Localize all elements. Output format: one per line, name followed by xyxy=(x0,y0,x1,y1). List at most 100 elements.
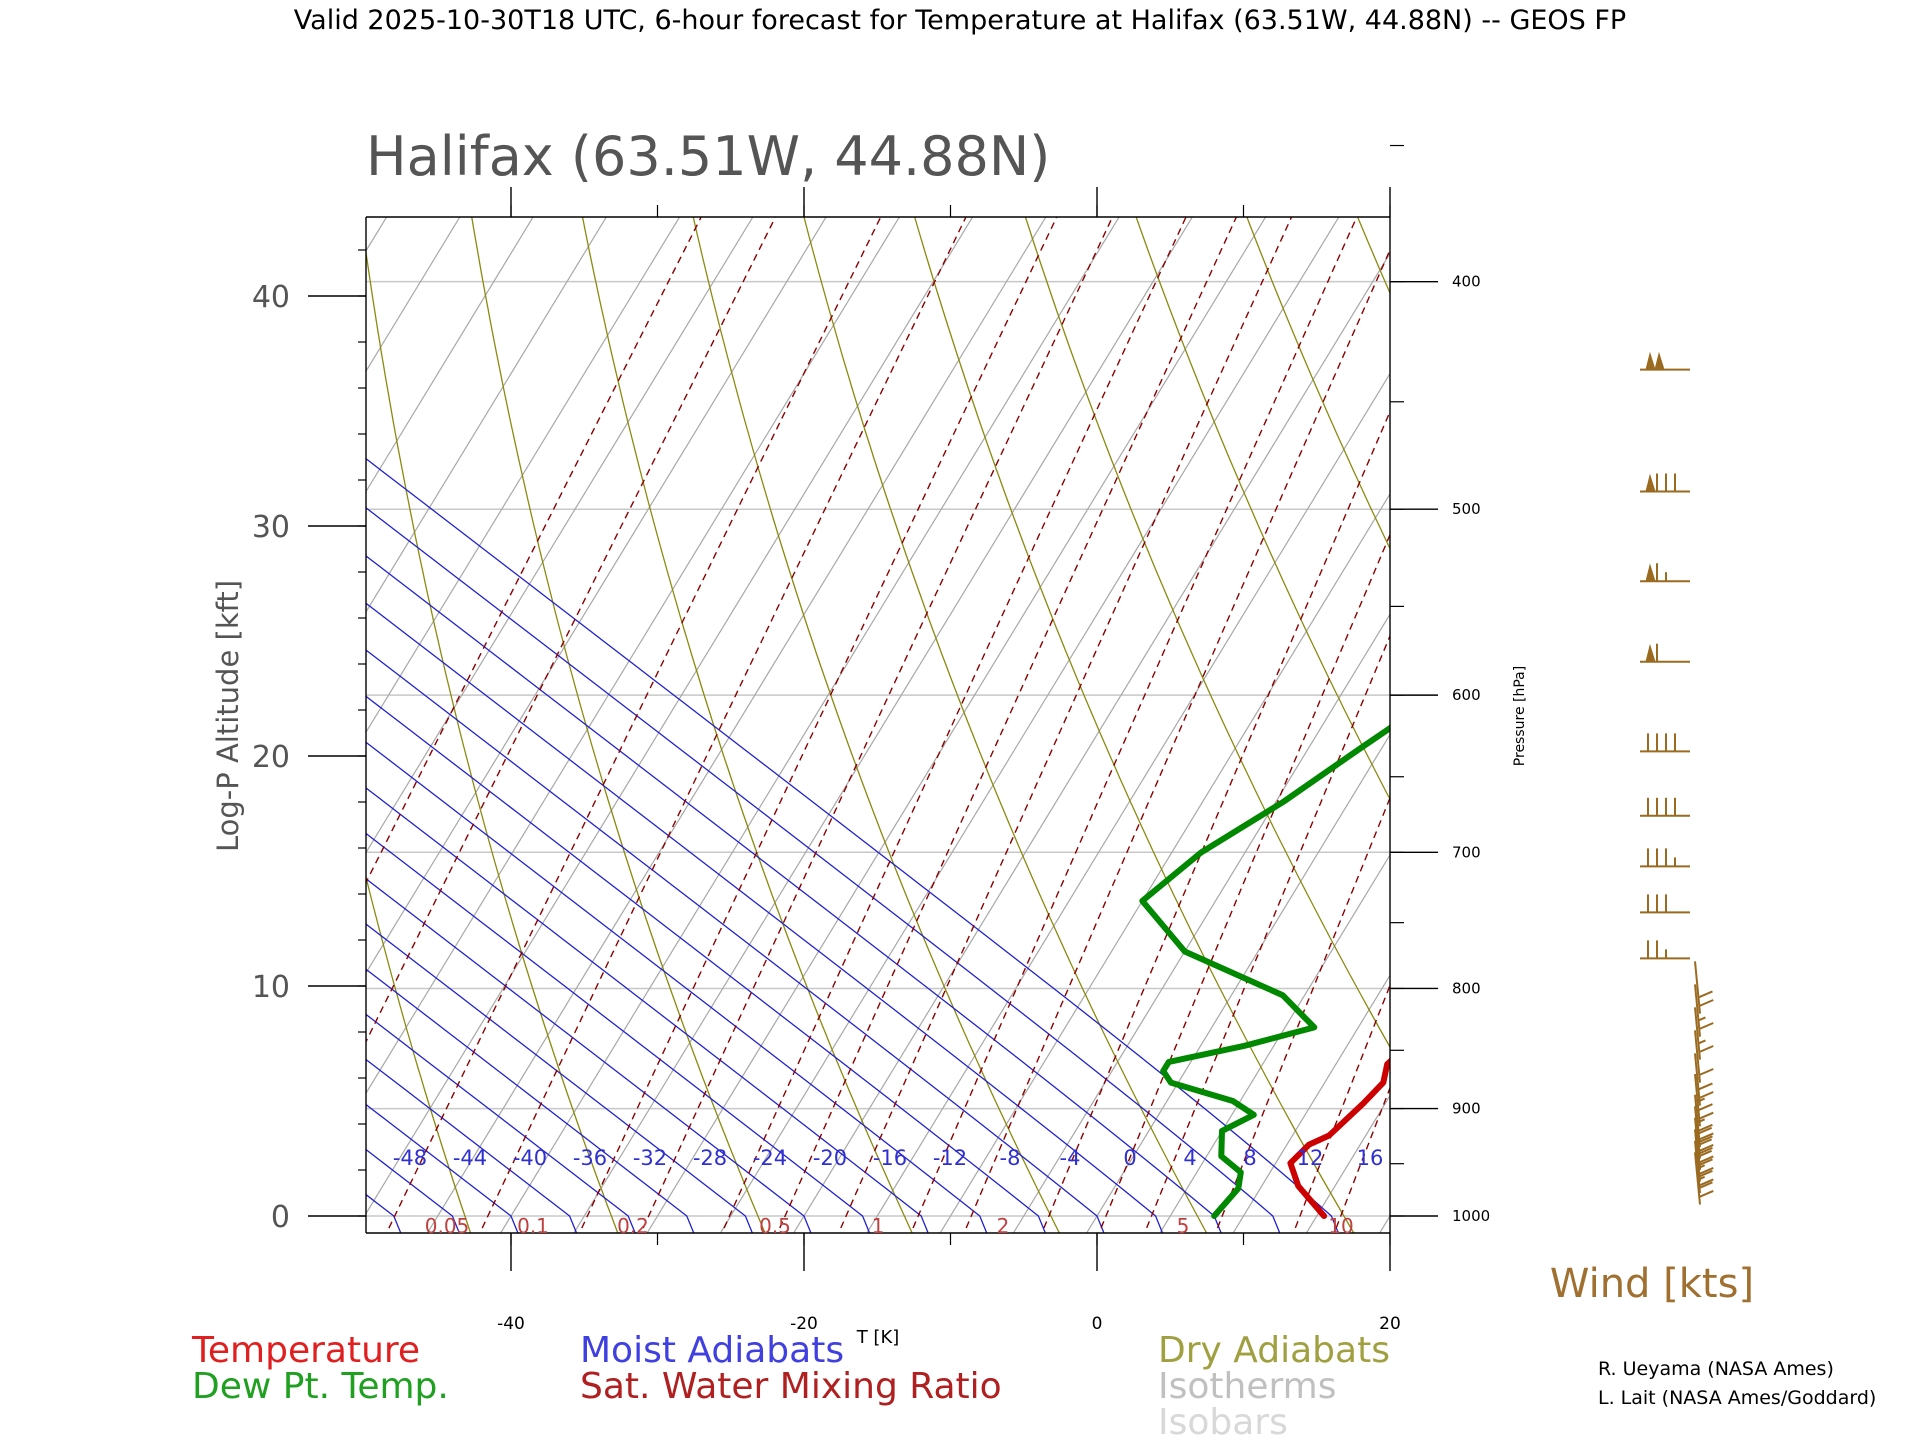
wind-barb xyxy=(1640,733,1690,753)
isotherm-line xyxy=(426,217,1047,1233)
moist-adiabat-line xyxy=(366,602,1164,1233)
wind-barb-flag xyxy=(1698,1158,1713,1167)
x-tick-label: 0 xyxy=(1092,1314,1103,1334)
isotherm-line xyxy=(366,217,974,1215)
isotherm-line xyxy=(1159,853,1390,1233)
mixing-ratio-line xyxy=(578,217,1058,1233)
moist-adiabat-line xyxy=(366,1103,519,1233)
legend-item-5: Isotherms xyxy=(1158,1366,1336,1407)
mixing-ratio-line xyxy=(721,217,1187,1233)
profile-lines xyxy=(1139,724,1390,1219)
isotherm-line xyxy=(939,492,1390,1233)
wind-barb-flag xyxy=(1698,999,1714,1007)
mixing-ratio-line xyxy=(776,217,1238,1233)
x-tick-label: 20 xyxy=(1379,1314,1401,1334)
wind-barb-flag xyxy=(1698,1135,1713,1144)
wind-barb-staff xyxy=(1694,1117,1701,1171)
wind-barb-staff xyxy=(1694,984,1701,1037)
legend-item-2: Moist Adiabats xyxy=(580,1330,844,1371)
wind-barb-staff xyxy=(1694,1140,1701,1194)
wind-barb-flag xyxy=(1698,1146,1713,1155)
wind-barb-staff xyxy=(1694,961,1701,1014)
wind-barb xyxy=(1640,940,1690,960)
mixing-ratio-line xyxy=(1041,409,1390,1233)
wind-barb-half-flag xyxy=(1697,1175,1706,1181)
moist-adiabat-line xyxy=(366,555,1222,1233)
wind-barb-flag xyxy=(1698,1181,1713,1190)
isotherm-line xyxy=(1232,974,1390,1233)
isotherm-line xyxy=(1012,613,1390,1233)
wind-barb-flag xyxy=(1698,1103,1713,1112)
background-lines xyxy=(0,204,1920,1239)
mixing-ratio-label: 10 xyxy=(1328,1214,1353,1238)
axes: 0102030402003004005006007008009001000-40… xyxy=(252,144,1490,1334)
moist-adiabat-line xyxy=(366,878,812,1233)
wind-barb-pennant xyxy=(1645,473,1656,492)
moist-adiabat-line xyxy=(366,787,929,1233)
mixing-ratio-line xyxy=(366,217,777,1044)
moist-adiabat-line xyxy=(366,507,1281,1233)
wind-barb-flag xyxy=(1698,1143,1714,1152)
isotherm-line xyxy=(1378,1214,1390,1233)
isotherm-line xyxy=(366,217,754,854)
wind-barb-flag xyxy=(1698,1132,1714,1141)
mixing-ratio-line xyxy=(1549,204,1920,1239)
mixing-ratio-label: 1 xyxy=(872,1214,885,1238)
dry-adiabat-line xyxy=(1683,204,1920,1239)
isotherm-line xyxy=(0,204,102,1239)
moist-adiabat-line xyxy=(366,832,871,1233)
wind-barb-flag xyxy=(1698,1111,1714,1120)
moist-adiabat-line xyxy=(366,1013,636,1233)
dry-adiabat-line xyxy=(913,217,1355,1233)
wind-barb xyxy=(1640,563,1690,583)
wind-barb-staff xyxy=(1694,1094,1701,1148)
mixing-ratio-line xyxy=(640,217,1114,1233)
mixing-ratio-line xyxy=(1333,1086,1390,1233)
mixing-ratio-line xyxy=(1098,533,1390,1233)
isotherm-line xyxy=(0,204,321,1239)
wind-barb-half-flag xyxy=(1698,1039,1706,1045)
moist-adiabat-line xyxy=(366,457,1340,1233)
moist-adiabat-label: 8 xyxy=(1243,1146,1256,1170)
moist-adiabat-line xyxy=(366,923,754,1233)
wind-barb xyxy=(1694,961,1714,1014)
p-tick-label: 800 xyxy=(1452,979,1481,997)
dry-adiabat-line xyxy=(1246,217,1390,551)
moist-adiabat-label: -36 xyxy=(573,1146,607,1170)
mixing-ratio-line xyxy=(963,248,1390,1233)
dry-adiabat-line xyxy=(366,874,472,1233)
wind-barb-staff xyxy=(1694,1106,1701,1159)
moist-adiabat-label: -40 xyxy=(513,1146,547,1170)
mixing-ratio-line xyxy=(479,217,967,1233)
wind-barb-pennant xyxy=(1645,351,1656,371)
wind-barb-pennant xyxy=(1645,643,1656,663)
mixing-ratio-line xyxy=(1398,204,1800,1239)
wind-barb-staff xyxy=(1694,1053,1701,1106)
moist-adiabat-label: -12 xyxy=(933,1146,967,1170)
wind-barb-staff xyxy=(1694,1007,1701,1060)
wind-barb xyxy=(1640,351,1690,371)
dry-adiabat-line xyxy=(1356,217,1390,295)
temperature-line xyxy=(1287,1057,1390,1219)
y-tick-label: 20 xyxy=(252,740,290,775)
wind-barb-flag xyxy=(1698,1091,1714,1099)
isotherm-line xyxy=(366,217,534,493)
wind-barb xyxy=(1640,473,1690,493)
wind-barb xyxy=(1694,1140,1714,1194)
isotherm-line xyxy=(646,217,1267,1233)
mixing-ratio-line xyxy=(910,217,1358,1233)
x-tick-label: -20 xyxy=(790,1314,818,1334)
mixing-ratio-label: 0.2 xyxy=(617,1214,649,1238)
wind-barb-flag xyxy=(1697,1149,1713,1158)
wind-barb xyxy=(1694,1129,1714,1182)
p-tick-label: 400 xyxy=(1452,273,1481,291)
mixing-ratio-line xyxy=(1504,204,1893,1239)
wind-barb-pennant xyxy=(1645,563,1656,582)
mixing-ratio-label: 2 xyxy=(997,1214,1010,1238)
moist-adiabat-line xyxy=(366,1193,402,1233)
dry-adiabat-line xyxy=(1904,204,1920,1239)
p-tick-label: 500 xyxy=(1452,500,1481,518)
curve-labels: -48 -44 -40 -36 -32 -28 -24 -20 -16 -12 -8 -4 0 4 8 12 1… xyxy=(393,1146,1384,1238)
isotherm-line xyxy=(1305,1094,1390,1233)
wind-barb xyxy=(1694,1094,1714,1148)
